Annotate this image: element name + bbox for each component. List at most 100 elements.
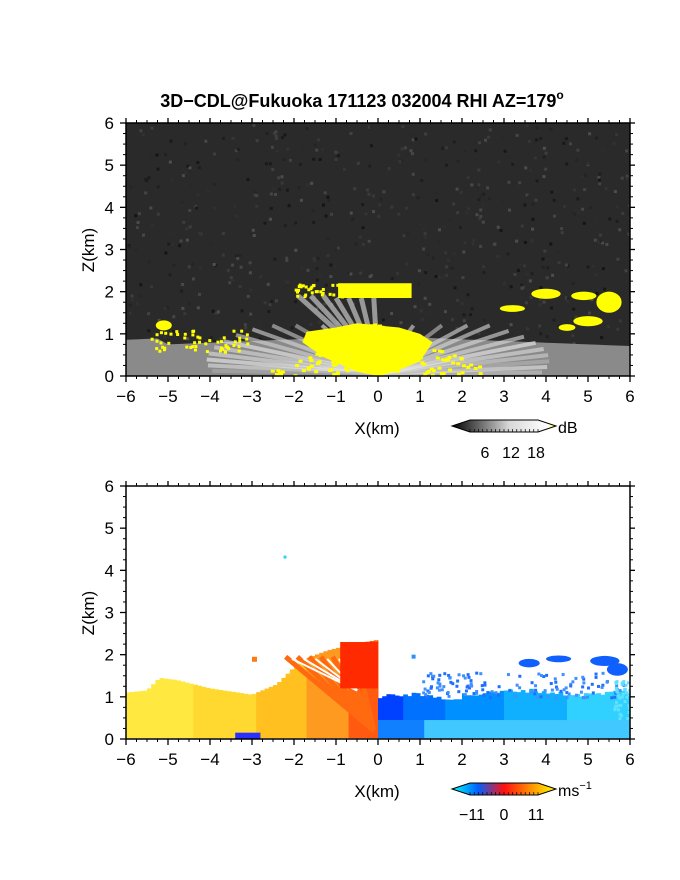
noise-speckle bbox=[431, 256, 435, 260]
saturated-speckle bbox=[309, 364, 314, 368]
x-tick-label: 3 bbox=[499, 387, 508, 406]
noise-speckle bbox=[397, 212, 401, 216]
saturated-speckle bbox=[218, 349, 222, 353]
noise-speckle bbox=[264, 162, 268, 166]
noise-speckle bbox=[390, 277, 394, 281]
velocity-column bbox=[138, 691, 144, 739]
velocity-column bbox=[382, 696, 387, 739]
noise-speckle bbox=[566, 264, 570, 268]
backscatter-echo bbox=[126, 283, 630, 376]
saturated-speckle bbox=[390, 333, 395, 337]
noise-speckle bbox=[172, 263, 176, 267]
noise-speckle bbox=[211, 309, 215, 313]
noise-speckle bbox=[477, 183, 481, 187]
saturated-speckle bbox=[155, 339, 159, 343]
noise-speckle bbox=[601, 148, 605, 152]
noise-speckle bbox=[181, 282, 185, 286]
noise-speckle bbox=[195, 206, 199, 210]
noise-speckle bbox=[294, 300, 298, 304]
noise-speckle bbox=[530, 272, 534, 276]
velocity-speckle bbox=[564, 686, 568, 690]
velocity-column bbox=[222, 690, 228, 739]
noise-speckle bbox=[455, 326, 459, 330]
noise-speckle bbox=[236, 256, 240, 260]
noise-speckle bbox=[474, 241, 478, 245]
noise-speckle bbox=[324, 214, 328, 218]
noise-speckle bbox=[135, 301, 139, 305]
velocity-column bbox=[592, 693, 597, 739]
velocity-plot-area bbox=[126, 486, 630, 739]
velocity-speckle bbox=[436, 681, 440, 685]
saturated-speckle bbox=[196, 335, 200, 339]
backscatter-plot-area bbox=[126, 123, 630, 376]
noise-speckle bbox=[274, 130, 278, 134]
velocity-lower-band bbox=[609, 720, 614, 739]
noise-speckle bbox=[290, 326, 294, 330]
velocity-lower-band bbox=[441, 720, 446, 739]
noise-speckle bbox=[546, 266, 550, 270]
saturated-speckle bbox=[319, 290, 323, 294]
velocity-speckle bbox=[590, 682, 594, 686]
velocity-speckle bbox=[549, 682, 553, 686]
velocity-column bbox=[432, 697, 438, 739]
velocity-speckle bbox=[605, 680, 609, 684]
noise-speckle bbox=[221, 253, 225, 257]
velocity-lower-band bbox=[583, 720, 589, 739]
noise-speckle bbox=[196, 306, 200, 310]
velocity-column bbox=[453, 699, 459, 739]
velocity-lower-band bbox=[520, 720, 526, 739]
saturated-speckle bbox=[245, 333, 249, 337]
velocity-speckle bbox=[469, 682, 473, 686]
noise-speckle bbox=[557, 324, 561, 328]
noise-speckle bbox=[445, 273, 449, 277]
saturated-speckle bbox=[280, 370, 285, 374]
noise-speckle bbox=[219, 337, 223, 341]
noise-speckle bbox=[185, 238, 189, 242]
noise-speckle bbox=[128, 311, 132, 315]
saturated-speckle bbox=[276, 369, 281, 373]
velocity-speckle bbox=[615, 700, 619, 704]
noise-speckle bbox=[168, 230, 172, 234]
saturated-speckle bbox=[277, 371, 282, 375]
velocity-lower-band bbox=[588, 720, 593, 739]
noise-speckle bbox=[321, 147, 325, 151]
noise-speckle bbox=[172, 160, 176, 164]
noise-speckle bbox=[616, 327, 620, 331]
noise-speckle bbox=[404, 206, 408, 210]
velocity-speckle bbox=[621, 692, 625, 696]
velocity-lower-band bbox=[562, 720, 568, 739]
noise-speckle bbox=[271, 167, 275, 171]
noise-speckle bbox=[259, 275, 263, 279]
noise-speckle bbox=[349, 132, 353, 136]
saturated-speckle bbox=[297, 285, 301, 289]
noise-speckle bbox=[456, 159, 460, 163]
noise-speckle bbox=[216, 310, 220, 314]
velocity-column bbox=[399, 696, 404, 739]
noise-speckle bbox=[313, 259, 317, 263]
velocity-speckle bbox=[430, 675, 434, 679]
saturated-speckle bbox=[359, 337, 364, 341]
velocity-column bbox=[508, 689, 513, 739]
velocity-column bbox=[554, 693, 560, 739]
noise-speckle bbox=[587, 311, 591, 315]
saturated-speckle bbox=[296, 294, 300, 298]
noise-speckle bbox=[477, 198, 481, 202]
saturated-speckle bbox=[219, 340, 223, 344]
saturated-speckle bbox=[432, 349, 437, 353]
noise-speckle bbox=[615, 205, 619, 209]
noise-speckle bbox=[594, 273, 598, 277]
backscatter-colorbar: 6 12 18 dB bbox=[450, 419, 578, 462]
velocity-column bbox=[193, 684, 198, 739]
velocity-speckle bbox=[534, 688, 538, 692]
saturated-speckle bbox=[440, 350, 445, 354]
velocity-speckle bbox=[438, 673, 442, 677]
saturated-speckle bbox=[359, 348, 364, 352]
velocity-speckle bbox=[497, 685, 501, 689]
noise-speckle bbox=[156, 167, 160, 171]
saturated-speckle bbox=[384, 362, 389, 366]
noise-speckle bbox=[552, 318, 556, 322]
saturated-speckle bbox=[194, 345, 198, 349]
noise-speckle bbox=[627, 232, 630, 236]
noise-speckle bbox=[605, 243, 609, 247]
noise-speckle bbox=[583, 188, 587, 192]
